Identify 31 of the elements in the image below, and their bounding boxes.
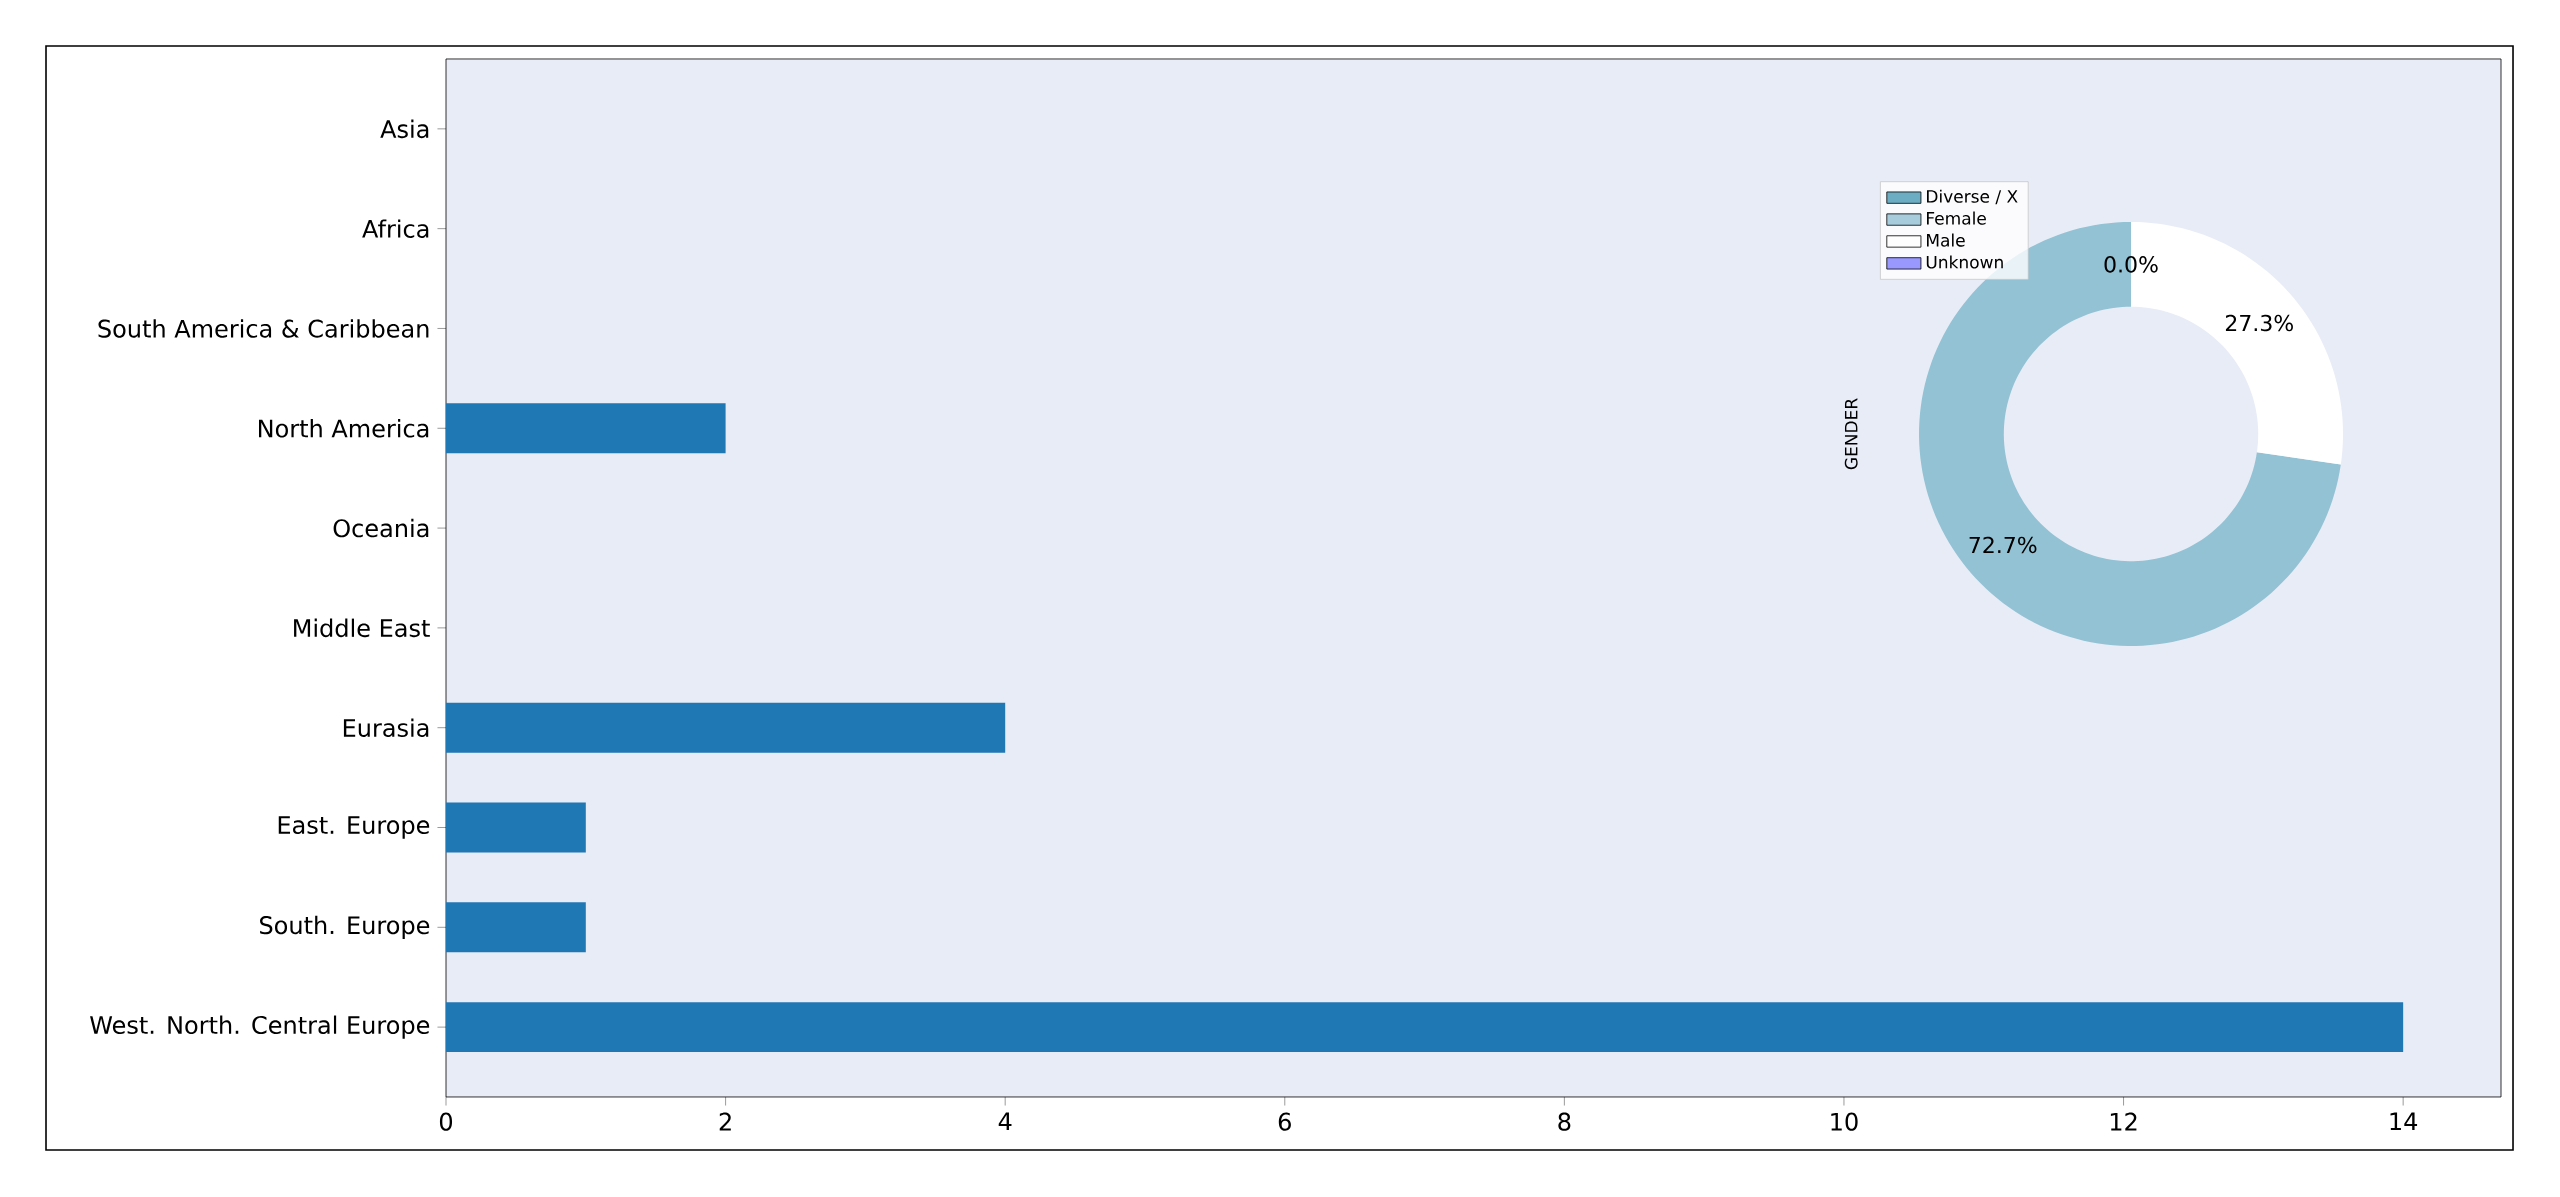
text: GENDER bbox=[1844, 398, 1858, 470]
x-tick-label: 0 bbox=[439, 1112, 453, 1131]
bar bbox=[446, 403, 726, 454]
y-tick-label: West. North. Central Europe bbox=[90, 1015, 430, 1039]
x-tick-label: 6 bbox=[1278, 1112, 1291, 1131]
y-tick-label: Eurasia bbox=[343, 718, 429, 737]
x-tick-label: 8 bbox=[1558, 1112, 1571, 1131]
x-tick-label: 14 bbox=[2390, 1112, 2418, 1131]
text: 0.0% bbox=[2104, 256, 2158, 273]
legend-label: Female bbox=[1927, 211, 1986, 225]
x-tick-label: 12 bbox=[2110, 1112, 2137, 1131]
bar bbox=[446, 702, 1006, 753]
x-tick-label: 2 bbox=[719, 1112, 731, 1131]
bar bbox=[446, 902, 586, 953]
x-tick-label: 10 bbox=[1831, 1112, 1858, 1131]
y-tick-label: Oceania bbox=[333, 518, 429, 538]
data-label: 72.7% bbox=[1969, 536, 2037, 554]
bar bbox=[446, 802, 586, 853]
y-tick-label: Africa bbox=[362, 219, 429, 238]
y-tick-label: East. Europe bbox=[278, 816, 430, 839]
legend-label: Male bbox=[1927, 233, 1965, 247]
legend-label: Diverse / X bbox=[1927, 189, 2018, 205]
y-tick-label: South America & Caribbean bbox=[98, 319, 429, 338]
y-tick-label: Middle East bbox=[294, 618, 430, 638]
data-label: 27.3% bbox=[2225, 314, 2293, 332]
x-tick-label: 4 bbox=[998, 1112, 1012, 1131]
y-tick-label: Asia bbox=[380, 119, 429, 139]
y-tick-label: North America bbox=[259, 418, 429, 438]
legend-label: Unknown bbox=[1926, 255, 2003, 269]
y-tick-label: South. Europe bbox=[260, 915, 430, 939]
bar bbox=[446, 1002, 2404, 1053]
